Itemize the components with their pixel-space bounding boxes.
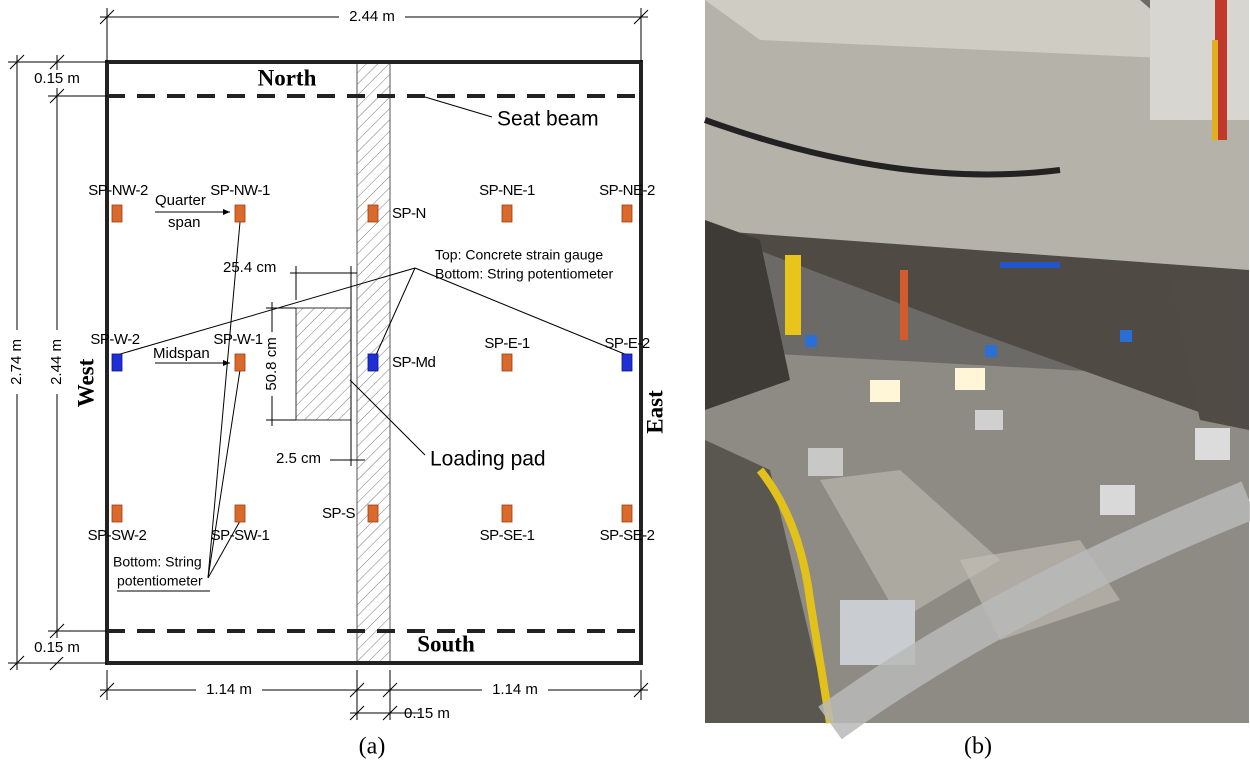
sensor-label: SP-NE-1 — [479, 182, 535, 199]
sensor-label: SP-SW-1 — [211, 527, 270, 544]
dim-label: 2.44 m — [48, 339, 65, 385]
sensor-marker — [368, 354, 378, 371]
annotation: span — [168, 214, 201, 231]
dim-label: 2.44 m — [349, 8, 395, 25]
sensor-marker — [235, 354, 245, 371]
dim-label: 1.14 m — [492, 681, 538, 698]
sensor-label: SP-NW-2 — [88, 182, 148, 199]
annotation: potentiometer — [117, 573, 203, 589]
annotation: Loading pad — [430, 448, 546, 471]
sensor-label: SP-E-1 — [484, 335, 530, 352]
sensor-label: SP-NE-2 — [599, 182, 655, 199]
dim-label: 2.74 m — [8, 339, 25, 385]
sensor-marker — [368, 205, 378, 222]
dim-label: 2.5 cm — [276, 450, 321, 467]
direction-label: South — [417, 631, 475, 656]
dim-label: 0.15 m — [34, 70, 80, 87]
dim-label: 50.8 cm — [263, 337, 280, 390]
sensor-marker — [112, 205, 122, 222]
dim-label: 0.15 m — [404, 705, 450, 722]
sensor-marker — [112, 354, 122, 371]
sensor-label: SP-S — [322, 505, 356, 522]
sensor-label: SP-E-2 — [604, 335, 650, 352]
sensor-marker — [622, 505, 632, 522]
loading-pad — [296, 308, 351, 420]
sensor-label: SP-W-2 — [90, 331, 139, 348]
sensor-marker — [502, 505, 512, 522]
figure: 2.44 m 2.74 m 2.44 m 0.15 m 0.15 m 1.14 … — [0, 0, 1250, 773]
photo — [705, 0, 1249, 723]
sensor-marker — [112, 505, 122, 522]
dim-label: 0.15 m — [34, 639, 80, 656]
sensor-label: SP-SE-2 — [600, 527, 655, 544]
dim-label: 1.14 m — [206, 681, 252, 698]
dim-label: 25.4 cm — [223, 259, 276, 276]
sensor-marker — [235, 205, 245, 222]
sensor-marker — [502, 354, 512, 371]
direction-label: West — [73, 358, 98, 407]
sensor-marker — [622, 205, 632, 222]
direction-label: North — [258, 65, 317, 90]
sensor-label: SP-NW-1 — [210, 182, 270, 199]
sensor-label: SP-N — [392, 205, 426, 222]
sensor-marker — [368, 505, 378, 522]
annotation: Midspan — [153, 345, 210, 362]
plan-diagram: 2.44 m 2.74 m 2.44 m 0.15 m 0.15 m 1.14 … — [8, 8, 667, 722]
sensor-label: SP-W-1 — [213, 331, 262, 348]
sensor-marker — [622, 354, 632, 371]
sensor-label: SP-SE-1 — [480, 527, 535, 544]
sensor-label: SP-Md — [392, 354, 436, 371]
sensor-marker — [235, 505, 245, 522]
caption: (b) — [964, 734, 992, 760]
annotation: Top: Concrete strain gauge — [435, 247, 603, 263]
annotation: Bottom: String — [113, 554, 202, 570]
annotation: Seat beam — [497, 108, 599, 131]
caption: (a) — [359, 734, 386, 760]
annotation: Quarter — [155, 192, 206, 209]
direction-label: East — [642, 390, 667, 434]
sensor-marker — [502, 205, 512, 222]
sensor-label: SP-SW-2 — [88, 527, 147, 544]
annotation: Bottom: String potentiometer — [435, 266, 614, 282]
